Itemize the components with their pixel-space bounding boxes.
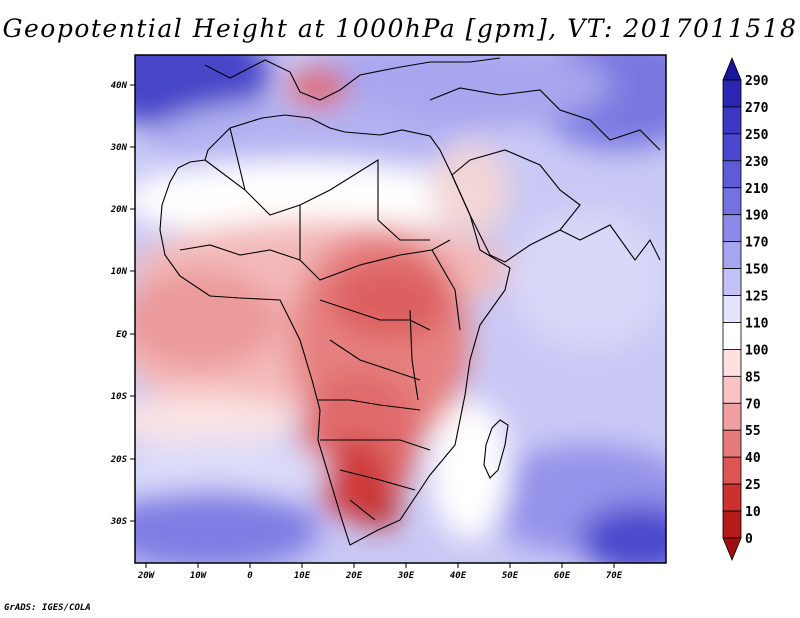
colorbar-label: 210 xyxy=(745,182,769,197)
lat-label: 30S xyxy=(110,517,128,527)
footer-credit: GrADS: IGES/COLA xyxy=(4,603,91,613)
colorbar-segment xyxy=(722,160,742,189)
map-title: Geopotential Height at 1000hPa [gpm], VT… xyxy=(2,14,798,43)
lon-label: 50E xyxy=(502,571,519,581)
colorbar-segment xyxy=(722,295,742,323)
lon-label: 70E xyxy=(606,571,623,581)
lat-label: 20S xyxy=(110,455,128,465)
colorbar: 2902702502302101901701501251101008570554… xyxy=(722,56,769,562)
colorbar-segment xyxy=(722,483,742,512)
lat-ticks xyxy=(130,84,135,522)
colorbar-label: 70 xyxy=(745,397,761,412)
lat-label: 10S xyxy=(111,392,128,402)
lat-labels: 40N 30N 20N 10N EQ 10S 20S 30S xyxy=(110,81,128,527)
lat-label: 30N xyxy=(110,143,128,153)
lat-label: EQ xyxy=(116,330,127,340)
lon-label: 10W xyxy=(190,571,208,581)
colorbar-segment xyxy=(722,456,742,485)
colorbar-segment xyxy=(722,214,742,243)
colorbar-segment xyxy=(722,375,742,404)
lon-label: 20E xyxy=(345,571,363,581)
lon-label: 40E xyxy=(450,571,467,581)
colorbar-label: 10 xyxy=(745,505,761,520)
colorbar-label: 25 xyxy=(745,478,761,493)
lon-label: 10E xyxy=(294,571,311,581)
lat-label: 20N xyxy=(110,205,128,215)
colorbar-label: 85 xyxy=(745,370,761,385)
colorbar-segment xyxy=(722,268,742,296)
lat-label: 10N xyxy=(111,267,128,277)
colorbar-label: 125 xyxy=(745,290,768,305)
colorbar-segment xyxy=(722,79,742,108)
lon-label: 30E xyxy=(397,571,415,581)
colorbar-label: 250 xyxy=(745,128,769,143)
colorbar-top-arrow xyxy=(722,56,742,81)
colorbar-label: 40 xyxy=(745,451,761,466)
colorbar-segment xyxy=(722,106,742,135)
lon-labels: 20W 10W 0 10E 20E 30E 40E 50E 60E 70E xyxy=(137,571,623,581)
colorbar-segment xyxy=(722,187,742,216)
colorbar-label: 230 xyxy=(745,155,769,170)
colorbar-label: 190 xyxy=(745,209,769,224)
coastlines xyxy=(159,57,661,546)
colorbar-label: 0 xyxy=(745,532,753,547)
colorbar-label: 100 xyxy=(745,343,769,358)
colorbar-label: 170 xyxy=(745,236,769,251)
height-field xyxy=(135,55,666,563)
colorbar-segment xyxy=(722,133,742,162)
lon-ticks xyxy=(145,563,615,568)
colorbar-label: 110 xyxy=(745,316,769,331)
colorbar-segment xyxy=(722,349,742,377)
lon-label: 20W xyxy=(137,571,156,581)
colorbar-label: 55 xyxy=(745,424,761,439)
lon-label: 0 xyxy=(247,571,253,581)
colorbar-segment xyxy=(722,402,742,431)
lat-label: 40N xyxy=(111,81,128,91)
colorbar-segment xyxy=(722,322,742,350)
colorbar-segment xyxy=(722,241,742,269)
colorbar-segment xyxy=(722,510,742,539)
colorbar-label: 270 xyxy=(745,101,769,116)
colorbar-bottom-arrow xyxy=(722,537,742,562)
map-frame xyxy=(134,54,667,564)
colorbar-segment xyxy=(722,429,742,458)
colorbar-label: 290 xyxy=(745,74,769,89)
colorbar-label: 150 xyxy=(745,263,769,278)
lon-label: 60E xyxy=(554,571,571,581)
